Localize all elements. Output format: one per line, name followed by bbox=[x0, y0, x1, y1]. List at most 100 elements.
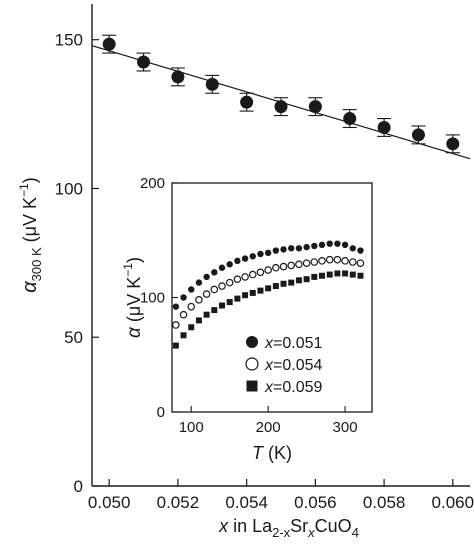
inset-data-point bbox=[211, 269, 218, 276]
inset-data-point bbox=[349, 271, 356, 278]
inset-data-point bbox=[288, 245, 295, 252]
inset-data-point bbox=[280, 280, 287, 287]
inset-data-point bbox=[249, 253, 256, 260]
inset-data-point bbox=[203, 273, 210, 281]
inset-data-point bbox=[257, 287, 264, 294]
inset-data-point bbox=[265, 285, 272, 292]
inset-data-point bbox=[225, 278, 234, 287]
inset-data-point bbox=[311, 242, 318, 250]
data-point bbox=[411, 128, 425, 142]
inset-data-point bbox=[325, 255, 334, 264]
inset-data-point bbox=[272, 283, 279, 290]
inset-data-point bbox=[195, 279, 203, 286]
data-point bbox=[137, 55, 151, 69]
inset-data-point bbox=[195, 317, 202, 324]
inset-data-point bbox=[280, 246, 287, 253]
legend-label: x=0.051 bbox=[264, 335, 322, 352]
x-tick-label: 0.056 bbox=[294, 493, 337, 512]
inset-data-point bbox=[295, 245, 303, 252]
inset-data-point bbox=[180, 332, 187, 339]
inset-data-point bbox=[303, 243, 310, 251]
inset-data-point bbox=[180, 294, 187, 301]
legend-label: x=0.054 bbox=[264, 357, 322, 374]
inset-chart: 0 100 200 100 200 300 x=0.051 x=0.054 x=0.059 T (… bbox=[121, 175, 373, 463]
inset-data-point bbox=[203, 311, 210, 318]
inset-data-point bbox=[264, 249, 272, 257]
inset-data-point bbox=[256, 268, 265, 277]
inset-data-point bbox=[218, 264, 226, 271]
inset-data-point bbox=[342, 270, 349, 277]
data-point bbox=[240, 95, 254, 109]
inset-data-point bbox=[341, 257, 349, 265]
inset-data-point bbox=[226, 299, 233, 306]
data-point bbox=[308, 100, 322, 114]
inset-data-point bbox=[326, 271, 333, 278]
inset-data-point bbox=[210, 285, 219, 294]
inset-data-point bbox=[318, 257, 326, 265]
legend-marker bbox=[246, 336, 258, 348]
inset-y-tick-label: 100 bbox=[140, 290, 165, 307]
inset-data-point bbox=[288, 279, 295, 286]
inset-data-point bbox=[357, 247, 364, 254]
inset-data-point bbox=[303, 276, 310, 283]
inset-data-point bbox=[241, 255, 249, 262]
legend-marker bbox=[245, 357, 259, 371]
inset-data-point bbox=[295, 277, 302, 284]
inset-data-point bbox=[341, 241, 349, 249]
inset-x-tick-label: 200 bbox=[256, 419, 281, 436]
inset-data-point bbox=[333, 255, 342, 264]
inset-data-point bbox=[349, 245, 356, 252]
data-point bbox=[446, 137, 460, 151]
inset-data-point bbox=[334, 270, 341, 277]
legend-label: x=0.059 bbox=[264, 379, 322, 396]
inset-data-point bbox=[172, 321, 180, 329]
inset-data-point bbox=[356, 259, 365, 267]
inset-data-point bbox=[172, 342, 179, 349]
data-point bbox=[274, 100, 288, 114]
inset-x-tick-label: 300 bbox=[333, 419, 358, 436]
x-tick-label: 0.054 bbox=[225, 493, 268, 512]
inset-data-point bbox=[202, 290, 211, 298]
inset-data-point bbox=[257, 250, 264, 258]
inset-data-point bbox=[334, 240, 341, 247]
data-point bbox=[171, 70, 185, 84]
inset-data-point bbox=[272, 247, 280, 254]
inset-data-point bbox=[219, 302, 225, 309]
x-axis-title: x in La2-xSrxCuO4 bbox=[218, 516, 359, 540]
data-point bbox=[343, 112, 357, 126]
y-tick-label: 50 bbox=[64, 328, 83, 347]
x-tick-label: 0.052 bbox=[157, 493, 200, 512]
inset-data-point bbox=[279, 262, 288, 271]
main-chart: 0 50 100 150 0.050 0.052 0.054 0.056 0.058 0.060 x… bbox=[17, 4, 474, 540]
inset-frame bbox=[171, 182, 373, 413]
inset-data-point bbox=[287, 261, 296, 270]
inset-data-point bbox=[319, 272, 325, 279]
x-tick-label: 0.058 bbox=[363, 493, 406, 512]
legend-marker bbox=[246, 380, 258, 392]
inset-data-point bbox=[348, 258, 357, 266]
y-tick-label: 150 bbox=[55, 31, 83, 50]
inset-data-point bbox=[218, 282, 226, 290]
inset-data-point bbox=[234, 295, 241, 302]
inset-x-tick-label: 100 bbox=[179, 419, 204, 436]
inset-data-point bbox=[226, 261, 233, 268]
data-point bbox=[102, 37, 116, 51]
inset-data-point bbox=[272, 263, 280, 272]
data-point bbox=[205, 77, 219, 91]
inset-data-point bbox=[188, 324, 195, 331]
inset-data-point bbox=[318, 241, 326, 249]
y-axis-title: α300 K (μV K−1) bbox=[17, 177, 44, 292]
y-tick-label: 100 bbox=[55, 179, 83, 198]
x-tick-label: 0.050 bbox=[88, 493, 131, 512]
inset-data-point bbox=[234, 257, 241, 265]
inset-data-point bbox=[233, 275, 242, 283]
inset-data-point bbox=[302, 259, 311, 267]
inset-data-point bbox=[187, 302, 196, 311]
inset-data-point bbox=[311, 273, 318, 280]
inset-data-point bbox=[248, 270, 257, 279]
inset-data-point bbox=[295, 260, 303, 269]
inset-data-point bbox=[249, 289, 256, 296]
y-tick-label: 0 bbox=[74, 477, 83, 496]
inset-data-point bbox=[357, 272, 364, 279]
